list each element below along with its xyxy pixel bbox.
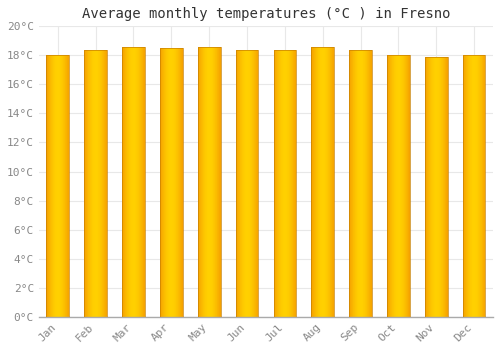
Title: Average monthly temperatures (°C ) in Fresno: Average monthly temperatures (°C ) in Fr… [82, 7, 450, 21]
